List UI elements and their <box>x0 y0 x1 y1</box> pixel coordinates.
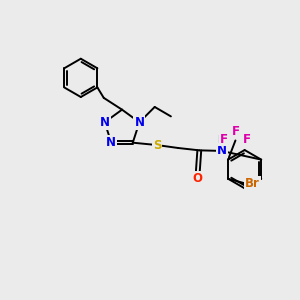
Text: S: S <box>153 139 161 152</box>
Text: N: N <box>134 116 144 129</box>
Text: F: F <box>220 133 228 146</box>
Text: O: O <box>193 172 203 184</box>
Text: H: H <box>218 135 226 145</box>
Text: F: F <box>243 133 250 146</box>
Text: F: F <box>231 124 239 138</box>
Text: Br: Br <box>245 177 260 190</box>
Text: N: N <box>106 136 116 149</box>
Text: N: N <box>100 116 110 129</box>
Text: N: N <box>217 144 227 158</box>
